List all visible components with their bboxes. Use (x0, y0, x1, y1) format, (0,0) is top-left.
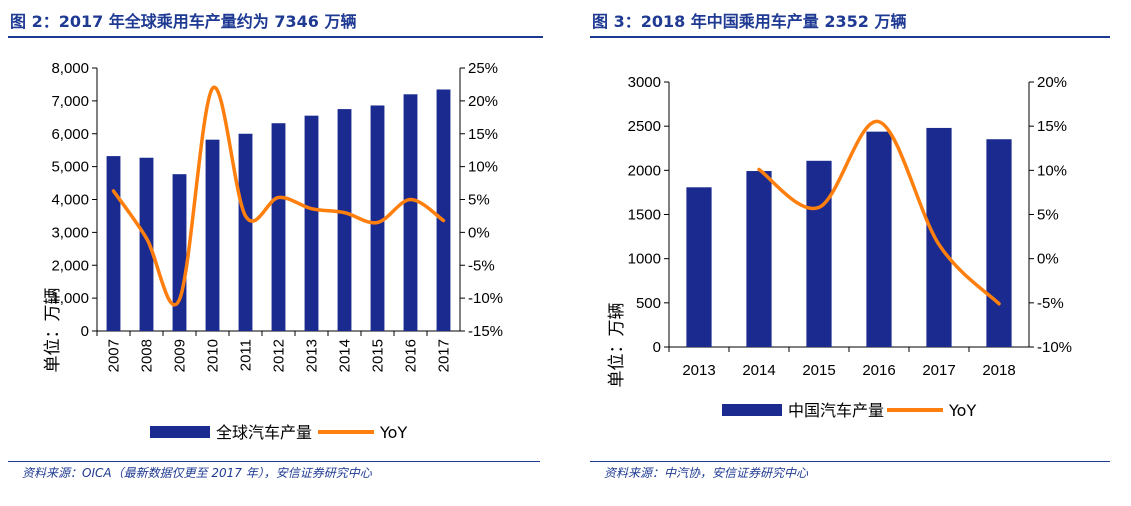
y-left-tick-label: 3,000 (51, 224, 89, 241)
x-tick-label: 2012 (271, 339, 288, 372)
bar (403, 94, 418, 331)
bar (304, 115, 319, 331)
y-axis-label: 单位：万辆 (43, 288, 63, 373)
truncated-footer-text (230, 494, 1110, 506)
figure-title: 图 2：2017 年全球乘用车产量约为 7346 万辆 (10, 12, 357, 31)
x-tick-label: 2009 (172, 339, 189, 372)
x-tick-label: 2016 (403, 339, 420, 372)
y-right-tick-label: 0% (468, 224, 490, 241)
bar (238, 133, 253, 331)
y-right-tick-label: 20% (1037, 74, 1067, 91)
y-left-tick-label: 7,000 (51, 93, 89, 110)
chart-panel-right: 图 3：2018 年中国乘用车产量 2352 万辆 0 500 1000 1500 20… (582, 0, 1131, 506)
y-left-tick-label: 2000 (628, 162, 661, 179)
y-right-tick-label: 15% (468, 126, 498, 143)
x-tick-label: 2014 (742, 362, 775, 379)
title-rule (590, 36, 1110, 38)
y-left-tick-label: 1000 (628, 251, 661, 268)
y-left-tick-label: 3000 (628, 74, 661, 91)
chart-panel-left: 图 2：2017 年全球乘用车产量约为 7346 万辆 0 1,000 2,000 3… (0, 0, 560, 506)
y-left-tick-label: 0 (653, 339, 661, 356)
y-right-tick-label: 5% (1037, 207, 1059, 224)
legend-line-label: YoY (948, 401, 976, 420)
chart-right-svg: 0 500 1000 1500 2000 2500 3000 -10% -5% 0% 5% 10% 15… (607, 74, 1072, 420)
y-right-tick-label: -5% (1037, 295, 1064, 312)
bar (271, 123, 286, 331)
bar (926, 127, 952, 347)
bar (337, 109, 352, 331)
yoy-line (757, 119, 1001, 306)
bar (106, 156, 121, 331)
x-tick-label: 2017 (436, 339, 453, 372)
y-right-tick-label: 25% (468, 60, 498, 77)
y-left-tick-label: 2500 (628, 118, 661, 135)
y-right-tick-label: 15% (1037, 118, 1067, 135)
y-right-tick-label: 0% (1037, 251, 1059, 268)
y-right-tick-label: -10% (1037, 339, 1072, 356)
y-left-tick-label: 500 (636, 295, 661, 312)
x-tick-label: 2017 (922, 362, 955, 379)
chart-left-svg: 0 1,000 2,000 3,000 4,000 5,000 6,000 7,000 8,00… (43, 60, 503, 442)
y-right-tick-label: -5% (468, 257, 495, 274)
x-tick-label: 2010 (205, 339, 222, 372)
x-tick-label: 2016 (862, 362, 895, 379)
bar (205, 139, 220, 331)
legend-bar-label: 全球汽车产量 (216, 423, 312, 442)
yoy-line (111, 85, 446, 307)
bar (686, 187, 712, 347)
figure-title: 图 3：2018 年中国乘用车产量 2352 万辆 (592, 12, 907, 31)
title-rule (8, 36, 543, 38)
bar (436, 89, 451, 332)
y-axis-label: 单位：万辆 (607, 303, 627, 388)
legend-bar-swatch (150, 426, 210, 438)
x-tick-label: 2014 (337, 339, 354, 372)
x-tick-label: 2007 (106, 339, 123, 372)
y-left-tick-label: 0 (81, 323, 89, 340)
bar (866, 131, 892, 347)
bar (986, 139, 1012, 347)
x-tick-label: 2011 (238, 339, 255, 371)
y-right-tick-label: 10% (468, 159, 498, 176)
x-tick-label: 2013 (304, 339, 321, 372)
y-left-tick-label: 4,000 (51, 192, 89, 209)
x-tick-label: 2008 (139, 339, 156, 372)
y-left-tick-label: 1500 (628, 207, 661, 224)
source-note: 资料来源：OICA（最新数据仅更至 2017 年），安信证券研究中心 (22, 466, 372, 480)
legend-bar-label: 中国汽车产量 (788, 401, 884, 420)
x-tick-label: 2013 (682, 362, 715, 379)
source-note: 资料来源：中汽协，安信证券研究中心 (604, 466, 809, 480)
bar (139, 157, 154, 331)
y-left-tick-label: 6,000 (51, 126, 89, 143)
bar (370, 105, 385, 331)
y-left-tick-label: 2,000 (51, 257, 89, 274)
bar (172, 174, 187, 331)
legend-bar-swatch (722, 404, 782, 416)
x-tick-label: 2015 (802, 362, 835, 379)
y-left-tick-label: 1,000 (51, 290, 89, 307)
y-left-tick-label: 5,000 (51, 159, 89, 176)
y-right-tick-label: 5% (468, 192, 490, 209)
y-right-tick-label: 20% (468, 93, 498, 110)
bar (806, 160, 832, 347)
legend-line-label: YoY (379, 423, 407, 442)
x-tick-label: 2015 (370, 339, 387, 372)
source-rule (8, 461, 540, 462)
y-right-tick-label: -10% (468, 290, 503, 307)
y-left-tick-label: 8,000 (51, 60, 89, 77)
y-right-tick-label: -15% (468, 323, 503, 340)
x-tick-label: 2018 (982, 362, 1015, 379)
y-right-tick-label: 10% (1037, 162, 1067, 179)
source-rule (590, 461, 1110, 462)
bar (746, 171, 772, 347)
